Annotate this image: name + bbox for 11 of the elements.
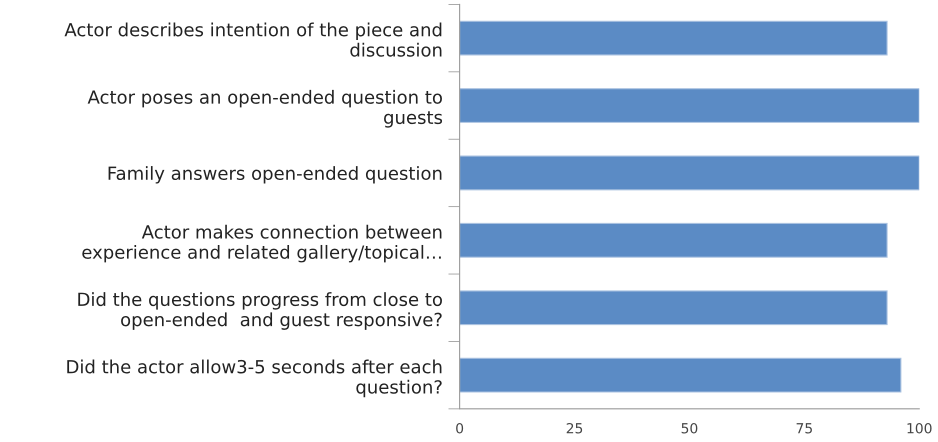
x-tick-label: 75	[796, 423, 812, 434]
x-tick-label: 25	[566, 422, 582, 434]
y-tick-label: Actor makes connection between experience and related gallery/topical…	[82, 224, 442, 262]
y-tick-label: Did the questions progress from close to open-ended and guest responsive?	[78, 292, 442, 330]
y-tick-label: Actor describes intention of the piece and discussion	[64, 22, 442, 57]
x-tick-label: 50	[682, 422, 698, 434]
y-tick-label: Family answers open-ended question	[108, 166, 442, 184]
x-tick-label: 0	[456, 422, 464, 434]
x-tick-label: 100	[908, 422, 932, 434]
y-tick-label: Did the actor allow3-5 seconds after each question?	[67, 360, 442, 398]
y-tick-label: Actor poses an open-ended question to guests	[88, 90, 442, 128]
